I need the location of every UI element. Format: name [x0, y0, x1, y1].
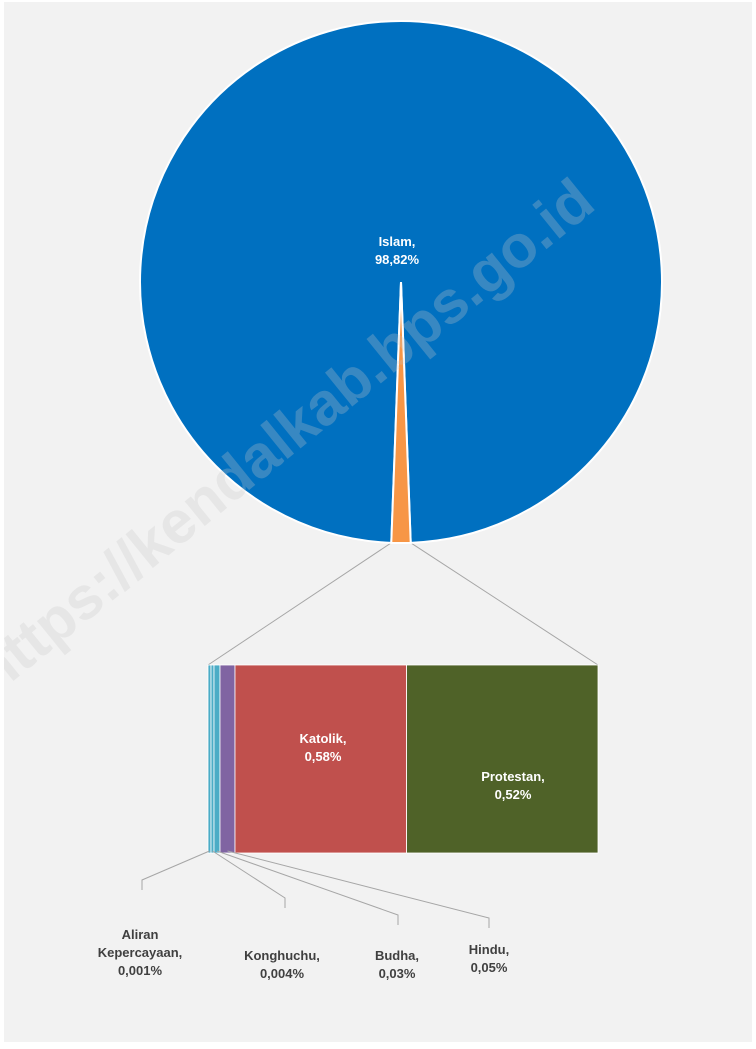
- connector-left: [207, 542, 392, 666]
- data-label-konghuchu: Konghuchu, 0,004%: [244, 948, 320, 981]
- leader-line-hindu: [227, 850, 490, 928]
- data-label-katolik: Katolik, 0,58%: [300, 731, 347, 764]
- bar-segment-hindu: [219, 664, 236, 854]
- data-label-islam: Islam, 98,82%: [375, 234, 420, 267]
- data-labels: Islam, 98,82% Aliran Kepercayaan, 0,001% Kong…: [98, 234, 545, 981]
- bar-segment-konghuchu: [210, 664, 215, 854]
- data-label-protestan: Protestan, 0,52%: [481, 769, 545, 802]
- leader-line-budha: [216, 850, 399, 925]
- bar-segment-protestan: [234, 664, 408, 854]
- data-label-budha: Budha, 0,03%: [375, 948, 419, 981]
- bar-of-pie-chart: Islam, 98,82% Aliran Kepercayaan, 0,001% Kong…: [4, 20, 663, 981]
- stacked-bar: [207, 664, 599, 854]
- bar-segment-katolik: [406, 664, 599, 854]
- chart-area: Islam, 98,82% Aliran Kepercayaan, 0,001% Kong…: [4, 2, 752, 1042]
- leader-lines: [141, 850, 490, 928]
- connector-right: [410, 542, 599, 666]
- connector-lines: [207, 542, 599, 666]
- pie-slice-others: [390, 281, 412, 544]
- data-label-aliran-kepercayaan: Aliran Kepercayaan, 0,001%: [98, 927, 183, 978]
- pie-slices: [139, 20, 663, 544]
- bar-segment-budha: [213, 664, 221, 854]
- bar-segment-aliran-kepercayaan: [207, 664, 212, 854]
- leader-line-konghuchu: [212, 850, 286, 908]
- data-label-hindu: Hindu, 0,05%: [469, 942, 509, 975]
- pie-slice-islam: [139, 20, 663, 544]
- leader-line-aliran-kepercayaan: [141, 850, 210, 890]
